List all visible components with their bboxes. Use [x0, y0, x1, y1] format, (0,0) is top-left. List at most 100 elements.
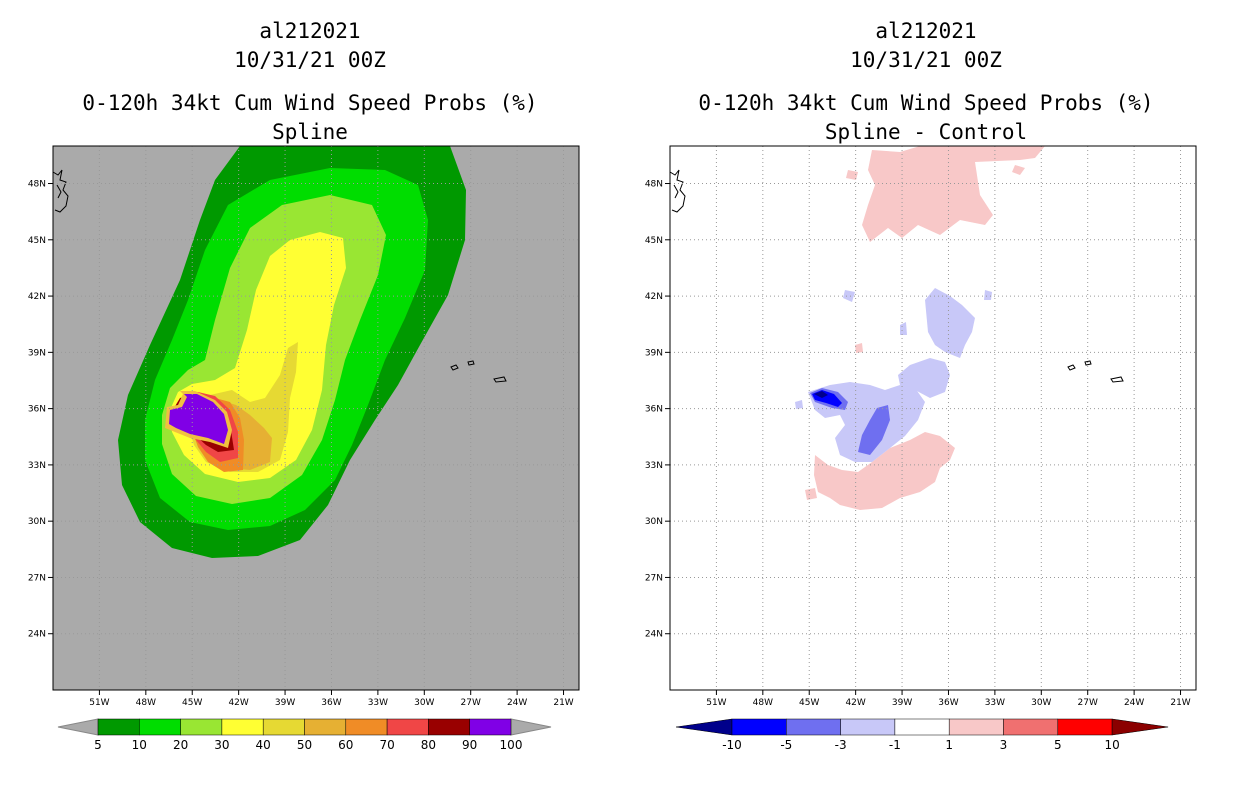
x-tick-label: 39W [275, 698, 295, 708]
y-tick-label: 33N [645, 461, 663, 471]
left-map-frame [52, 145, 580, 691]
left-title-sub: Spline [272, 120, 348, 144]
left-title-main: 0-120h 34kt Cum Wind Speed Probs (%) [82, 91, 538, 115]
x-tick-label: 21W [1170, 698, 1190, 708]
colorbar-extension-high [510, 718, 552, 736]
newfoundland-coast [52, 169, 69, 213]
colorbar-swatch [1003, 718, 1059, 736]
y-tick-label: 48N [28, 180, 46, 190]
colorbar-extension-high [1111, 718, 1169, 736]
right-x-ticks: 51W 48W 45W 42W 39W 36W 33W 30W 27W 24W 21W [706, 690, 1191, 708]
right-title-main: 0-120h 34kt Cum Wind Speed Probs (%) [698, 91, 1154, 115]
colorbar-swatch [386, 718, 429, 736]
x-tick-label: 39W [892, 698, 912, 708]
diff-neg-small-2 [900, 322, 907, 335]
y-tick-label: 33N [28, 461, 46, 471]
colorbar-label: 60 [338, 738, 353, 752]
diff-neg-small-1 [843, 290, 855, 302]
left-coastlines [52, 169, 507, 383]
diff-pos-north-small-1 [846, 170, 858, 180]
right-map: 51W 48W 45W 42W 39W 36W 33W 30W 27W 24W 21W 24N 27N… [645, 145, 1197, 708]
left-x-ticks: 51W 48W 45W 42W 39W 36W 33W 30W 27W 24W 21W [89, 690, 574, 708]
diff-pos-south-small [805, 488, 817, 500]
left-title-date: 10/31/21 00Z [234, 48, 386, 72]
colorbar-swatch [428, 718, 470, 736]
right-map-frame [669, 145, 1197, 691]
x-tick-label: 33W [985, 698, 1005, 708]
diff-pos-north [862, 146, 1045, 242]
colorbar-label: 70 [379, 738, 394, 752]
right-title-sub: Spline - Control [824, 120, 1028, 144]
y-tick-label: 36N [645, 405, 663, 415]
colorbar-swatch [731, 718, 787, 736]
y-tick-label: 27N [28, 573, 46, 583]
colorbar-extension-low [675, 718, 733, 736]
colorbar-swatch [262, 718, 305, 736]
y-tick-label: 24N [645, 630, 663, 640]
colorbar-swatch [840, 718, 896, 736]
x-tick-label: 48W [136, 698, 156, 708]
x-tick-label: 27W [1078, 698, 1098, 708]
y-tick-label: 48N [645, 180, 663, 190]
azores-island-1-right [1067, 364, 1076, 371]
y-tick-label: 36N [28, 405, 46, 415]
x-tick-label: 24W [1124, 698, 1144, 708]
colorbar-swatch [304, 718, 347, 736]
azores-island-1 [450, 364, 459, 371]
colorbar-swatch [97, 718, 140, 736]
right-title-case: al212021 [875, 19, 977, 43]
colorbar-label: 5 [94, 738, 102, 752]
y-tick-label: 39N [28, 348, 46, 358]
azores-island-2-right [1084, 360, 1092, 366]
x-tick-label: 36W [938, 698, 958, 708]
diff-pos-south [814, 432, 955, 510]
right-y-ticks: 24N 27N 30N 33N 36N 39N 42N 45N 48N [645, 180, 670, 640]
diff-pos-small-1 [855, 343, 863, 353]
colorbar-label: 50 [297, 738, 312, 752]
x-tick-label: 45W [799, 698, 819, 708]
y-tick-label: 45N [645, 236, 663, 246]
diff-neg-moderate-east [858, 405, 890, 455]
x-tick-label: 24W [507, 698, 527, 708]
colorbar-label: -3 [835, 738, 847, 752]
colorbar-label: -10 [722, 738, 742, 752]
colorbar-label: 20 [173, 738, 188, 752]
azores-island-3 [493, 376, 507, 383]
colorbar-swatch [948, 718, 1004, 736]
left-y-ticks: 24N 27N 30N 33N 36N 39N 42N 45N 48N [28, 180, 53, 640]
colorbar-swatch [139, 718, 181, 736]
left-title-case: al212021 [259, 19, 361, 43]
colorbar-label: 10 [1104, 738, 1119, 752]
x-tick-label: 33W [368, 698, 388, 708]
y-tick-label: 30N [645, 517, 663, 527]
x-tick-label: 21W [553, 698, 573, 708]
colorbar-label: 40 [256, 738, 271, 752]
colorbar-label: 30 [214, 738, 229, 752]
colorbar-label: -5 [780, 738, 792, 752]
azores-island-2 [467, 360, 475, 366]
y-tick-label: 42N [28, 292, 46, 302]
x-tick-label: 30W [414, 698, 434, 708]
diff-neg-center [898, 358, 950, 398]
colorbar-extension-low [57, 718, 99, 736]
colorbar-label: 3 [1000, 738, 1008, 752]
colorbar-swatch [345, 718, 388, 736]
y-tick-label: 42N [645, 292, 663, 302]
diff-neg-northeast [925, 288, 975, 358]
right-grid [670, 146, 1196, 690]
left-colorbar: 5 10 20 30 40 50 60 70 80 90 100 [57, 718, 552, 752]
x-tick-label: 27W [461, 698, 481, 708]
y-tick-label: 45N [28, 236, 46, 246]
colorbar-swatch [1057, 718, 1113, 736]
x-tick-label: 51W [706, 698, 726, 708]
colorbar-swatch [786, 718, 841, 736]
left-map: 51W 48W 45W 42W 39W 36W 33W 30W 27W 24W 21W 24N 27N… [28, 145, 580, 708]
x-tick-label: 36W [321, 698, 341, 708]
diff-neg-max [814, 391, 828, 398]
x-tick-label: 48W [753, 698, 773, 708]
colorbar-label: 1 [945, 738, 953, 752]
right-colorbar: -10 -5 -3 -1 1 3 5 10 [675, 718, 1169, 752]
x-tick-label: 51W [89, 698, 109, 708]
colorbar-swatch [894, 718, 950, 736]
x-tick-label: 45W [182, 698, 202, 708]
